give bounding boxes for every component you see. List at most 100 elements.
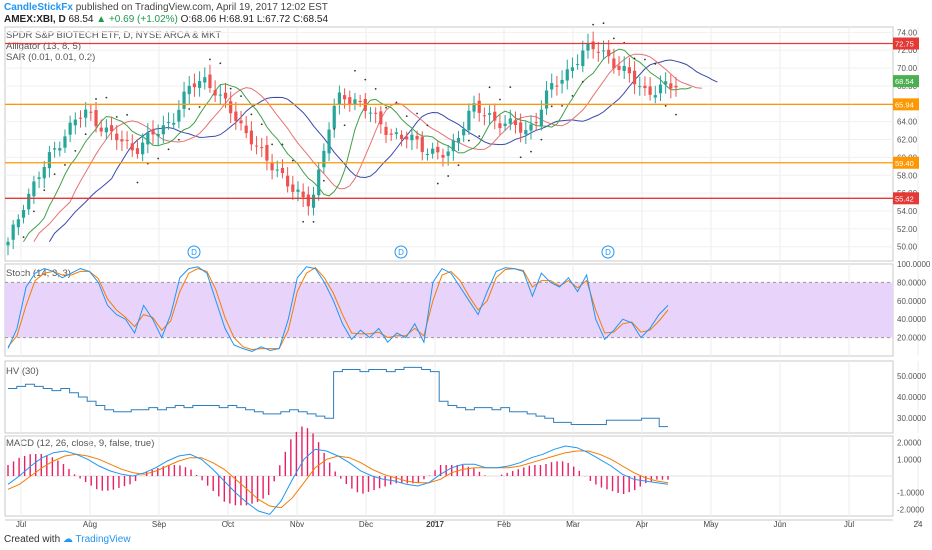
candle-body [84, 109, 88, 118]
sar-dot [43, 189, 46, 192]
dividend-marker [187, 245, 201, 259]
candle-body [560, 79, 564, 84]
tradingview-brand[interactable]: TradingView [75, 534, 131, 545]
candle-body [591, 41, 595, 50]
candle-body [420, 136, 424, 153]
sar-dot [561, 104, 563, 107]
sar-dot [509, 86, 512, 89]
candle-body [270, 162, 274, 171]
sar-dot [457, 164, 460, 167]
sar-dot [519, 156, 522, 159]
hv-axis-label: 40.0000 [897, 393, 926, 402]
candle-body [539, 109, 543, 126]
candle-body [669, 83, 673, 89]
hv-title[interactable]: HV (30) [6, 366, 39, 377]
stoch-axis-label: 80.0000 [897, 278, 926, 287]
candle-body [415, 136, 419, 140]
candle-body [53, 148, 57, 150]
sar-legend[interactable]: SAR (0.01, 0.01, 0.2) [6, 52, 96, 63]
sar-dot [405, 115, 408, 118]
candle-body [223, 92, 228, 99]
time-tick-label: 2017 [426, 520, 444, 529]
candle-body [399, 134, 404, 139]
sar-dot [395, 101, 398, 104]
candle-body [234, 111, 238, 121]
candle-body [451, 140, 455, 152]
candle-body [306, 194, 310, 207]
sar-dot [343, 124, 346, 127]
candle-body [503, 123, 507, 127]
candle-body [27, 193, 31, 210]
stoch-title[interactable]: Stoch (14, 3, 3) [6, 268, 71, 279]
candle-body [166, 122, 171, 124]
sar-dot [177, 138, 180, 141]
time-tick-label: Jun [774, 520, 787, 529]
price-change: +0.69 (+1.02%) [108, 14, 178, 25]
candle-body [73, 119, 77, 126]
time-tick-label: Oct [222, 520, 235, 529]
candle-body [576, 64, 580, 66]
candle-body [348, 97, 352, 104]
candle-body [182, 91, 186, 109]
sar-dot [467, 139, 470, 142]
sar-dot [436, 182, 439, 185]
sar-dot [633, 57, 636, 60]
candle-body [513, 120, 518, 126]
candle-body [78, 117, 83, 119]
tradingview-cloud-icon: ☁ [62, 534, 73, 545]
macd-title[interactable]: MACD (12, 26, close, 9, false, true) [6, 438, 155, 449]
candle-body [172, 122, 176, 125]
created-with-text: Created with [4, 534, 61, 545]
chart-canvas[interactable]: Jul Aug Sep Oct Nov Dec 2017 Feb Mar Apr May Jun Jul… [0, 0, 932, 530]
sar-dot [612, 37, 615, 40]
time-tick-label: 24 [914, 520, 923, 529]
candle-body [291, 184, 295, 192]
sar-dot [22, 236, 25, 239]
candle-body [6, 241, 10, 246]
price-axis-label: 54.00 [897, 207, 918, 216]
candle-body [58, 148, 62, 151]
candle-body [446, 151, 450, 156]
sar-dot [95, 98, 97, 100]
last-price-label: 68.54 [895, 77, 914, 86]
candle-body [327, 129, 331, 154]
candle-body [622, 66, 626, 71]
candle-body [368, 112, 373, 114]
candle-body [374, 112, 378, 114]
alligator-legend[interactable]: Alligator (13, 8, 5) [6, 41, 81, 52]
alligator-lips-line [23, 48, 692, 243]
candle-body [317, 169, 321, 196]
sar-dot [84, 133, 87, 136]
candle-body [322, 150, 326, 168]
published-text: published on TradingView.com, April 19, … [75, 2, 328, 13]
candle-body [436, 146, 440, 153]
candle-body [467, 110, 471, 131]
time-tick-label: Jul [844, 520, 854, 529]
sar-dot [53, 173, 56, 176]
publisher-name[interactable]: CandleStickFx [4, 2, 73, 13]
sar-dot [374, 88, 377, 90]
sar-dot [64, 164, 66, 166]
sar-dot [229, 87, 232, 90]
dividend-marker [601, 245, 615, 259]
candle-body [203, 77, 207, 83]
candle-body [519, 122, 523, 133]
candle-body [431, 148, 435, 154]
level-price-tag [893, 37, 919, 50]
candle-body [120, 139, 124, 142]
candle-body [617, 65, 621, 70]
candle-body [218, 94, 222, 96]
sar-dot [426, 124, 429, 127]
macd-signal-line [7, 450, 669, 509]
candle-body [472, 103, 476, 112]
time-tick-label: Jul [16, 520, 26, 529]
macd-axis-label: -1.0000 [897, 489, 925, 498]
candle-body [342, 95, 347, 100]
candle-body [394, 132, 398, 135]
candle-body [658, 84, 663, 94]
sar-dot [416, 112, 418, 115]
symbol-name[interactable]: AMEX:XBI, D [4, 14, 66, 25]
sar-dot [664, 104, 667, 107]
time-tick-label: Sep [152, 520, 167, 529]
candle-body [280, 168, 285, 174]
